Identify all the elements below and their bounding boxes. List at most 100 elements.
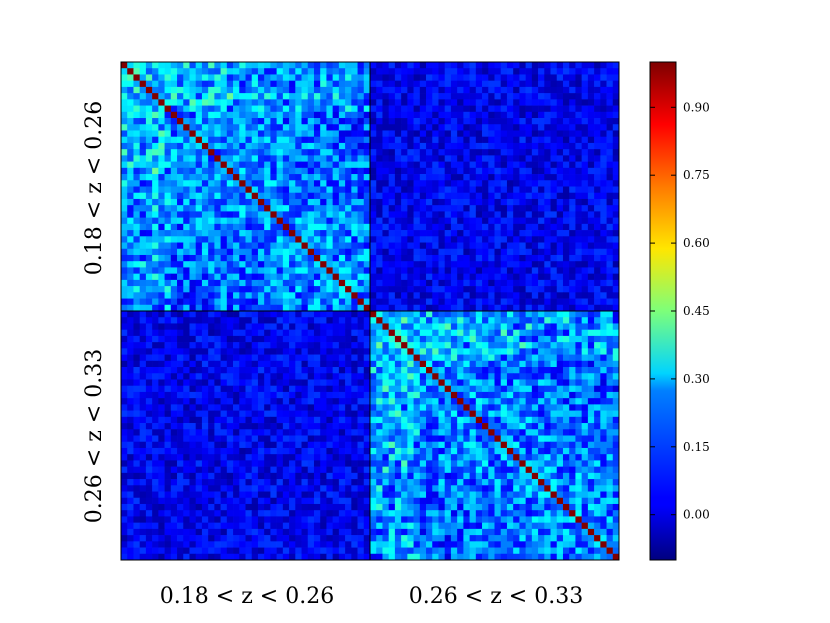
heatmap-cell [401,155,408,162]
heatmap-cell [158,323,165,331]
heatmap-cell [419,416,427,424]
heatmap-cell [519,398,526,405]
heatmap-cell [145,118,153,125]
heatmap-cell [506,99,514,106]
heatmap-cell [264,354,271,362]
heatmap-cell [594,130,601,138]
heatmap-cell [457,410,464,418]
heatmap-cell [506,198,514,206]
heatmap-cell [270,118,277,125]
heatmap-cell [488,130,495,138]
heatmap-cell [407,174,414,181]
heatmap-cell [189,304,197,312]
heatmap-cell [301,149,309,156]
heatmap-cell [133,391,141,399]
heatmap-cell [164,130,172,138]
heatmap-cell [145,342,153,349]
heatmap-cell [600,93,607,100]
heatmap-cell [226,335,234,343]
heatmap-cell [208,447,215,455]
heatmap-cell [488,186,495,194]
heatmap-cell [538,167,545,175]
heatmap-cell [587,261,595,268]
heatmap-cell [177,130,184,138]
heatmap-cell [239,323,246,331]
heatmap-cell [525,416,533,424]
heatmap-cell [214,286,221,293]
heatmap-cell [594,373,601,380]
heatmap-cell [245,292,253,299]
heatmap-cell [469,342,477,349]
heatmap-cell [457,323,464,331]
heatmap-cell [295,167,302,175]
heatmap-cell [401,105,408,113]
heatmap-cell [251,329,259,337]
heatmap-cell [351,62,358,69]
heatmap-cell [463,416,470,424]
heatmap-cell [183,142,190,150]
heatmap-cell [401,329,408,337]
heatmap-cell [531,248,539,256]
heatmap-cell [289,230,296,237]
heatmap-cell [363,423,371,430]
heatmap-cell [500,111,508,119]
heatmap-cell [569,217,576,225]
heatmap-cell [301,348,309,355]
heatmap-cell [158,398,165,405]
heatmap-cell [345,261,352,268]
heatmap-cell [351,323,358,331]
heatmap-cell [270,354,277,362]
heatmap-cell [606,111,614,119]
heatmap-cell [189,391,197,399]
heatmap-cell [326,429,333,436]
heatmap-cell [320,354,327,362]
heatmap-cell [158,348,165,355]
heatmap-cell [463,279,470,287]
heatmap-cell [612,62,620,69]
heatmap-cell [320,198,327,206]
heatmap-cell [345,354,352,362]
heatmap-cell [457,74,464,82]
heatmap-cell [332,105,340,113]
heatmap-cell [282,429,290,436]
heatmap-cell [233,198,240,206]
heatmap-cell [525,298,533,306]
heatmap-cell [145,180,153,187]
heatmap-cell [569,286,576,293]
heatmap-cell [569,410,576,418]
heatmap-cell [519,435,526,443]
heatmap-cell [500,198,508,206]
heatmap-cell [226,105,234,113]
heatmap-cell [401,236,408,243]
heatmap-cell [313,311,321,318]
heatmap-cell [152,198,159,206]
heatmap-cell [426,267,433,274]
heatmap-cell [494,423,502,430]
heatmap-cell [544,261,551,268]
heatmap-cell [382,105,390,113]
heatmap-cell [295,273,302,281]
heatmap-cell [127,223,134,231]
heatmap-cell [170,130,178,138]
heatmap-cell [270,373,277,380]
heatmap-cell [251,273,259,281]
heatmap-cell [208,379,215,387]
heatmap-cell [289,186,296,194]
heatmap-cell [550,279,558,287]
heatmap-cell [363,223,371,231]
heatmap-cell [201,329,209,337]
heatmap-cell [313,447,321,455]
heatmap-cell [575,335,582,343]
heatmap-cell [612,335,620,343]
heatmap-cell [295,105,302,113]
heatmap-cell [139,404,147,411]
heatmap-cell [413,292,421,299]
heatmap-cell [363,136,371,144]
heatmap-cell [450,155,458,162]
heatmap-cell [376,80,383,88]
heatmap-cell [450,248,458,256]
heatmap-cell [220,211,228,218]
heatmap-cell [525,93,533,100]
heatmap-cell [164,192,172,200]
heatmap-cell [376,149,383,156]
